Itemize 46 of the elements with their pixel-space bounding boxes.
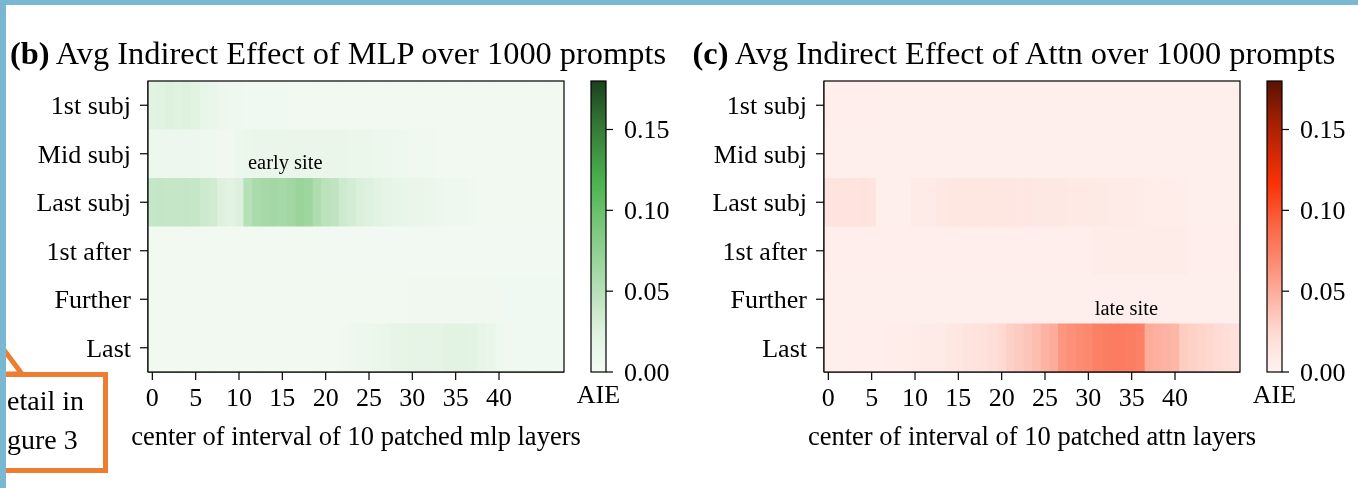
y-tick-label: Last — [762, 333, 808, 363]
x-tick-label: 25 — [356, 383, 382, 413]
chart-title: (b) Avg Indirect Effect of MLP over 1000 prompts — [9, 35, 667, 71]
x-tick-label: 30 — [399, 383, 426, 413]
x-tick-label: 40 — [486, 383, 512, 413]
x-tick-label: 35 — [442, 383, 469, 413]
x-tick-label: 40 — [1162, 383, 1188, 413]
y-tick-label: 1st subj — [726, 91, 807, 121]
x-tick-label: 25 — [1032, 383, 1058, 413]
x-axis-title: center of interval of 10 patched attn layers — [807, 421, 1257, 451]
x-tick-label: 10 — [226, 383, 252, 413]
x-axis-title: center of interval of 10 patched mlp layers — [131, 421, 581, 451]
y-tick-label: Last — [86, 333, 132, 363]
y-tick-label: Mid subj — [37, 139, 131, 169]
x-tick-label: 10 — [902, 383, 928, 413]
x-tick-label: 0 — [145, 383, 159, 413]
color-bar-label: 0.05 — [624, 276, 670, 306]
color-bar-label: 0.10 — [624, 195, 670, 225]
y-tick-label: 1st after — [46, 236, 132, 266]
color-bar-title: AIE — [1252, 379, 1297, 409]
y-tick-label: 1st after — [722, 236, 808, 266]
chart-title: (c) Avg Indirect Effect of Attn over 1000 prompts — [692, 35, 1336, 71]
color-bar-label: 0.00 — [1300, 357, 1346, 387]
color-bar-label: 0.15 — [624, 115, 670, 144]
color-bar-label: 0.15 — [1300, 115, 1346, 144]
y-tick-label: 1st subj — [50, 91, 131, 121]
x-tick-label: 35 — [1118, 383, 1145, 413]
y-tick-label: Further — [54, 285, 132, 315]
annotation: early site — [247, 150, 323, 174]
x-tick-label: 30 — [1075, 383, 1102, 413]
color-bar-label: 0.00 — [624, 357, 670, 387]
x-tick-label: 0 — [821, 383, 835, 413]
color-bar-title: AIE — [576, 379, 621, 409]
y-tick-label: Last subj — [36, 188, 131, 218]
x-tick-label: 20 — [988, 383, 1015, 413]
y-tick-label: Further — [730, 285, 808, 315]
x-tick-label: 20 — [312, 383, 339, 413]
color-bar-label: 0.10 — [1300, 195, 1346, 225]
y-tick-label: Last subj — [712, 188, 807, 218]
x-tick-label: 5 — [189, 383, 203, 413]
annotation: late site — [1094, 296, 1159, 319]
y-tick-label: Mid subj — [713, 139, 807, 169]
x-tick-label: 15 — [945, 383, 972, 413]
color-bar-label: 0.05 — [1300, 276, 1346, 306]
x-tick-label: 5 — [865, 383, 879, 413]
x-tick-label: 15 — [269, 383, 296, 413]
